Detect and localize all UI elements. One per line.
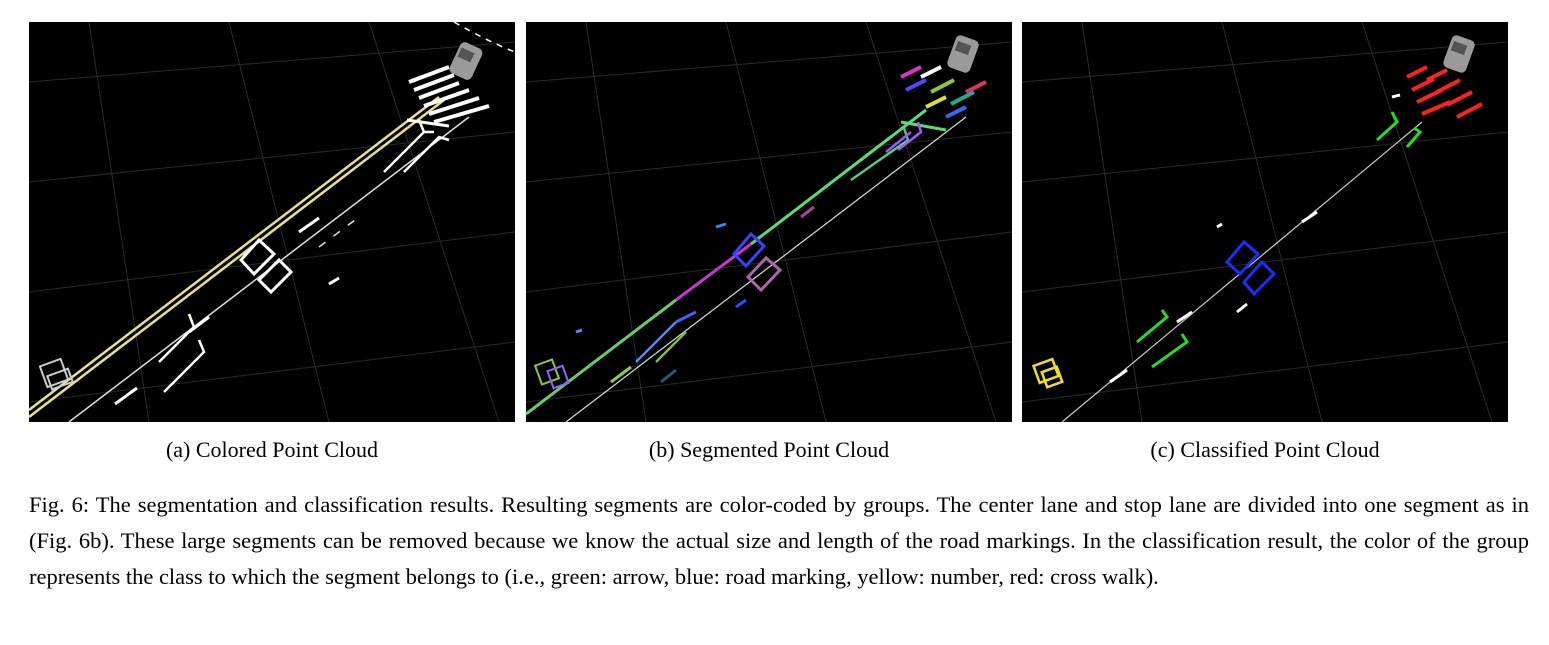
panel-colored-point-cloud — [29, 22, 515, 422]
figure-caption: Fig. 6: The segmentation and classificat… — [29, 492, 1529, 589]
arrow-segments — [635, 121, 923, 363]
vehicle-model — [947, 35, 979, 73]
crosswalk-markings — [408, 65, 490, 124]
road-marking-class — [1224, 239, 1277, 297]
classified-point-cloud-image — [1022, 22, 1508, 422]
arrow-class — [1136, 111, 1423, 369]
center-lane-yellow — [29, 96, 445, 418]
lane-white-line — [565, 116, 967, 422]
segmented-point-cloud-image — [526, 22, 1012, 422]
dash-markings — [114, 216, 340, 406]
diamond-markings — [238, 237, 294, 295]
center-lane-segment — [526, 108, 947, 416]
curb-trace — [453, 22, 515, 53]
subcaption-b: (b) Segmented Point Cloud — [648, 437, 890, 462]
arrow-markings — [158, 119, 450, 393]
panel-classified-point-cloud — [1022, 22, 1508, 422]
vehicle-model — [1443, 35, 1475, 73]
diamond-segments — [731, 231, 783, 293]
ground-grid — [526, 22, 1012, 422]
ground-grid — [1022, 22, 1508, 422]
colored-point-cloud-image — [29, 22, 515, 422]
dash-segments — [575, 205, 815, 384]
vehicle-model — [449, 42, 483, 80]
subcaption-a: (a) Colored Point Cloud — [165, 437, 379, 462]
crosswalk-segments — [900, 65, 987, 119]
number-class — [1031, 357, 1064, 389]
ground-grid — [29, 22, 515, 422]
number-markings — [38, 357, 75, 391]
panel-segmented-point-cloud — [526, 22, 1012, 422]
stop-line — [406, 118, 450, 128]
unclassified-dashes — [1109, 93, 1401, 384]
cross-walk-class — [1406, 65, 1483, 119]
number-segments — [533, 358, 570, 390]
subcaption-c: (c) Classified Point Cloud — [1150, 437, 1380, 462]
